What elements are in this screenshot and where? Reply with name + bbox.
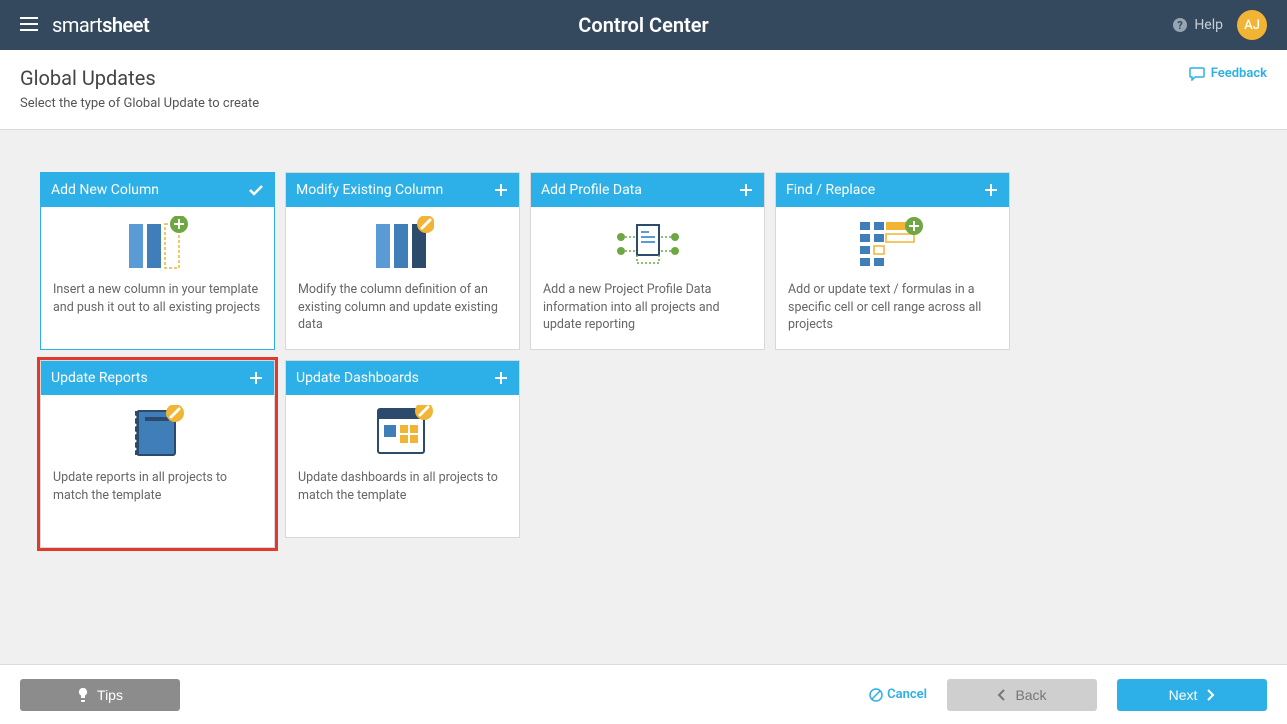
plus-icon [248, 370, 264, 386]
card-icon-area [41, 207, 274, 273]
content: Add New Column Insert a new column in yo… [0, 130, 1287, 590]
tips-button[interactable]: Tips [20, 679, 180, 711]
card-header: Add New Column [41, 173, 274, 207]
card-desc: Update dashboards in all projects to mat… [286, 461, 519, 516]
subheader-subtitle: Select the type of Global Update to crea… [20, 96, 259, 111]
chevron-left-icon [997, 689, 1007, 701]
chevron-right-icon [1205, 689, 1215, 701]
card-desc: Update reports in all projects to match … [41, 461, 274, 516]
card-header: Add Profile Data [531, 173, 764, 207]
card-desc: Add a new Project Profile Data informati… [531, 273, 764, 346]
card-header: Find / Replace [776, 173, 1009, 207]
card-title: Modify Existing Column [296, 182, 443, 198]
card-icon-area [286, 395, 519, 461]
feedback-button[interactable]: Feedback [1189, 66, 1267, 81]
cancel-icon [869, 688, 883, 702]
brand-part-a: smart [52, 13, 102, 37]
update-reports-icon [127, 405, 189, 459]
help-icon: ? [1172, 17, 1188, 33]
topbar-right: ? Help AJ [1172, 10, 1267, 40]
card-add-profile-data[interactable]: Add Profile Data Add a new Project P [530, 172, 765, 350]
subheader: Global Updates Select the type of Global… [0, 50, 1287, 130]
add-column-icon [127, 216, 189, 272]
card-title: Find / Replace [786, 182, 875, 198]
page-title: Control Center [578, 13, 708, 37]
modify-column-icon [372, 216, 434, 272]
menu-icon[interactable] [20, 16, 38, 35]
help-button[interactable]: ? Help [1172, 17, 1223, 33]
card-header: Update Dashboards [286, 361, 519, 395]
card-icon-area [531, 207, 764, 273]
footer: Tips Cancel Back Next [0, 664, 1287, 724]
plus-icon [493, 182, 509, 198]
find-replace-icon [856, 216, 930, 272]
help-label: Help [1194, 17, 1223, 33]
cancel-button[interactable]: Cancel [869, 687, 927, 702]
topbar: smartsheet Control Center ? Help AJ [0, 0, 1287, 50]
card-desc: Insert a new column in your template and… [41, 273, 274, 328]
card-header: Modify Existing Column [286, 173, 519, 207]
card-modify-existing-column[interactable]: Modify Existing Column Modify the column… [285, 172, 520, 350]
card-find-replace[interactable]: Find / Replace Add or update text / form… [775, 172, 1010, 350]
lightbulb-icon [77, 687, 89, 703]
check-icon [248, 182, 264, 198]
footer-right: Cancel Back Next [869, 679, 1267, 711]
card-grid: Add New Column Insert a new column in yo… [40, 172, 1247, 548]
plus-icon [493, 370, 509, 386]
card-title: Add New Column [51, 182, 159, 198]
cancel-label: Cancel [887, 687, 927, 702]
card-icon-area [286, 207, 519, 273]
brand-part-b: sheet [102, 13, 149, 37]
subheader-text: Global Updates Select the type of Global… [20, 66, 259, 111]
card-icon-area [41, 395, 274, 461]
profile-data-icon [611, 217, 685, 271]
next-button[interactable]: Next [1117, 679, 1267, 711]
feedback-icon [1189, 67, 1205, 81]
svg-text:?: ? [1178, 19, 1184, 32]
tips-label: Tips [97, 687, 123, 703]
plus-icon [983, 182, 999, 198]
update-dashboards-icon [372, 405, 434, 459]
plus-icon [738, 182, 754, 198]
back-label: Back [1015, 687, 1046, 703]
feedback-label: Feedback [1211, 66, 1267, 81]
subheader-title: Global Updates [20, 66, 259, 90]
card-title: Add Profile Data [541, 182, 642, 198]
card-update-dashboards[interactable]: Update Dashboards Update dashboards in a… [285, 360, 520, 538]
card-title: Update Reports [51, 370, 148, 386]
card-desc: Add or update text / formulas in a speci… [776, 273, 1009, 346]
avatar[interactable]: AJ [1237, 10, 1267, 40]
back-button[interactable]: Back [947, 679, 1097, 711]
card-icon-area [776, 207, 1009, 273]
card-header: Update Reports [41, 361, 274, 395]
card-update-reports[interactable]: Update Reports Update reports in all pro… [40, 360, 275, 548]
card-desc: Modify the column definition of an exist… [286, 273, 519, 346]
next-label: Next [1169, 687, 1198, 703]
card-title: Update Dashboards [296, 370, 419, 386]
card-add-new-column[interactable]: Add New Column Insert a new column in yo… [40, 172, 275, 350]
brand-logo: smartsheet [52, 13, 149, 37]
